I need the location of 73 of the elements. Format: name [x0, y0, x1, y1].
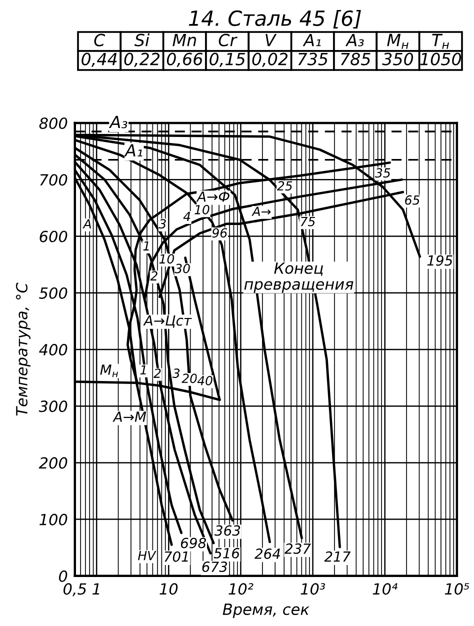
annotation: 264 [254, 548, 280, 560]
ref-line-label: A₁ [124, 144, 142, 156]
text: Cr [218, 34, 238, 46]
y-tick-label: 600 [40, 230, 68, 242]
x-tick-label: 10⁵ [444, 583, 470, 595]
text: 785 [340, 52, 370, 66]
x-tick-label: 10 [160, 583, 178, 595]
annotation: 195 [427, 255, 452, 266]
text: 0,22 [124, 52, 160, 68]
x-tick-label: 10² [228, 583, 254, 595]
y-tick-label: 0 [58, 570, 68, 582]
text: A₃ [345, 34, 364, 46]
annotation: 673 [202, 562, 228, 572]
y-axis-title: Температура, °С [16, 282, 30, 416]
annotation: 65 [405, 195, 420, 205]
x-tick-label: 10⁴ [372, 583, 398, 595]
annotation: А [82, 219, 91, 228]
text: A₁ [302, 34, 321, 46]
text: C [94, 34, 106, 46]
annotation: 96 [212, 228, 228, 238]
annotation: 516 [214, 548, 240, 558]
y-tick-label: 400 [39, 344, 68, 356]
ref-line-label: A₃ [108, 116, 128, 128]
y-tick-label: 800 [39, 117, 68, 130]
annotation: А→ [252, 206, 271, 216]
text: 735 [298, 52, 328, 66]
annotation: А→Цст [143, 315, 192, 328]
annotation: 2 [154, 368, 161, 378]
annotation: 25 [276, 181, 292, 191]
x-tick-label: 10³ [300, 583, 326, 595]
annotation: 237 [284, 543, 311, 554]
y-tick-label: 300 [38, 400, 68, 412]
text: 350 [382, 52, 414, 66]
annotation: 30 [174, 264, 190, 274]
annotation: 3 [172, 368, 180, 378]
x-tick-label: 1 [92, 583, 100, 594]
annotation: 40 [197, 376, 212, 386]
annotation: А→М [112, 412, 146, 422]
text: 14. Сталь 45 [6] [188, 10, 361, 29]
text: T$_{н}$ [432, 34, 449, 49]
text: 0,44 [82, 52, 117, 68]
annotation: 1 [143, 241, 149, 250]
annotation: HV [138, 551, 156, 560]
text: 0,02 [252, 52, 288, 68]
annotation: 363 [214, 525, 240, 536]
annotation: А→Ф [196, 191, 230, 202]
annotation: 701 [164, 551, 188, 562]
text: V [266, 34, 277, 46]
annotation: 35 [375, 168, 390, 178]
annotation: 2 [150, 271, 158, 280]
text: M$_{н}$ [387, 34, 408, 49]
x-tick-label: 0,5 [64, 583, 86, 596]
annotation: 4 [183, 212, 190, 222]
annotation: 698 [180, 538, 206, 548]
y-tick-label: 700 [40, 174, 68, 186]
annotation: M$_{н}$ [100, 364, 118, 378]
y-tick-label: 100 [40, 514, 68, 526]
text: Si [134, 33, 150, 46]
annotation: 10 [159, 254, 174, 264]
annotation: 217 [324, 551, 351, 562]
y-tick-label: 200 [38, 457, 68, 469]
annotation: 20 [182, 374, 197, 384]
annotation: Конец превращения [244, 262, 354, 293]
annotation: 3 [158, 219, 166, 229]
text: 0,66 [166, 52, 202, 68]
text: Mn [172, 34, 196, 46]
text: 0,15 [210, 52, 245, 68]
y-tick-label: 500 [39, 287, 68, 299]
annotation: 1 [140, 365, 146, 374]
x-axis-title: Время, сек [222, 604, 310, 618]
annotation: 75 [300, 216, 315, 226]
text: 1050 [420, 52, 462, 66]
annotation: 10 [194, 204, 210, 214]
